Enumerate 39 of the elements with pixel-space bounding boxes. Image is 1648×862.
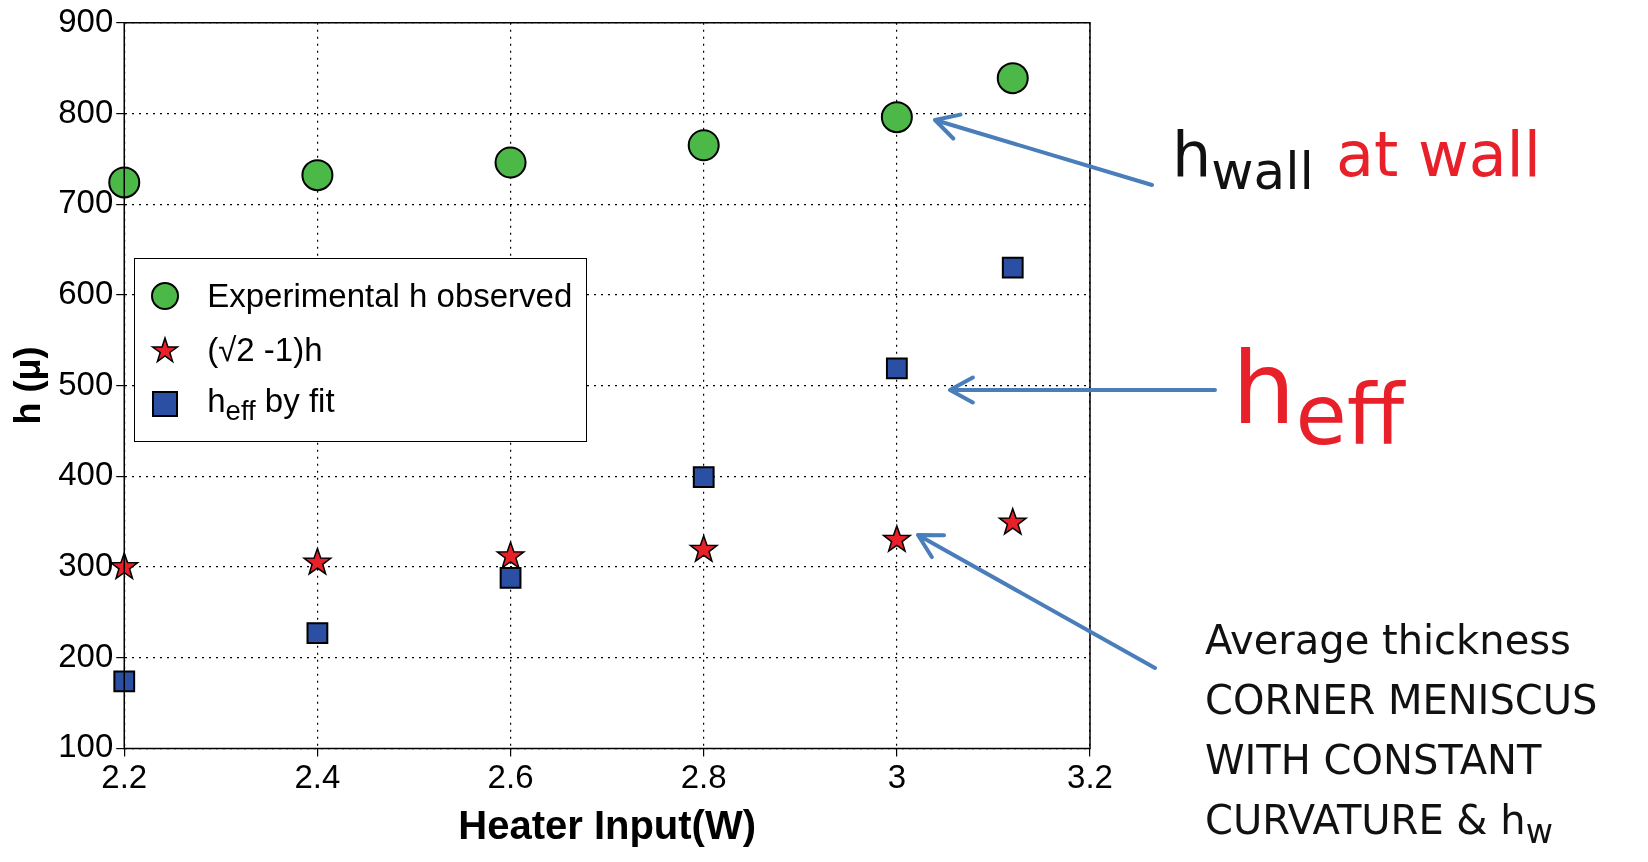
legend-label: (√2 -1)h (207, 330, 323, 369)
x-tick-label: 2.8 (680, 758, 727, 796)
point (1001, 256, 1024, 279)
point (882, 525, 911, 552)
y-tick-label: 200 (58, 636, 114, 674)
y-axis-title: h (μ) (6, 346, 48, 425)
point (998, 507, 1027, 535)
point (880, 101, 913, 134)
text: h$_{wall}$ (1172, 118, 1314, 202)
point (494, 146, 527, 179)
y-tick-label: 400 (58, 455, 114, 493)
x-tick-label: 3.2 (1067, 758, 1113, 796)
x-axis-title: Heater Input(W) (458, 803, 757, 848)
point (499, 566, 522, 589)
legend-label: Experimental h observed (207, 276, 573, 315)
text: h$_{eff}$ (1232, 330, 1405, 464)
point (303, 547, 332, 575)
y-tick-label: 900 (58, 1, 114, 39)
point (996, 62, 1029, 95)
y-tick-label: 700 (58, 183, 114, 221)
point (692, 466, 715, 489)
y-tick-label: 600 (58, 273, 114, 311)
legend-label: h$_{eff}$ by fit (207, 381, 335, 427)
y-tick-label: 800 (58, 92, 114, 130)
point (496, 541, 525, 569)
x-tick-label: 2.6 (487, 758, 534, 796)
point (689, 535, 718, 562)
point (301, 159, 334, 192)
point (687, 129, 720, 162)
y-tick-label: 500 (58, 364, 114, 402)
point (306, 622, 329, 645)
text: at wall (1335, 118, 1542, 191)
x-tick-label: 3 (887, 758, 907, 796)
point (110, 552, 139, 580)
point (113, 670, 136, 693)
point (885, 357, 908, 380)
y-tick-label: 300 (58, 546, 114, 584)
x-tick-label: 2.4 (294, 758, 341, 796)
text: Average thickness CORNER MENISCUS WITH CONSTANT CURVATURE & h$_{w}$ (1205, 616, 1598, 853)
